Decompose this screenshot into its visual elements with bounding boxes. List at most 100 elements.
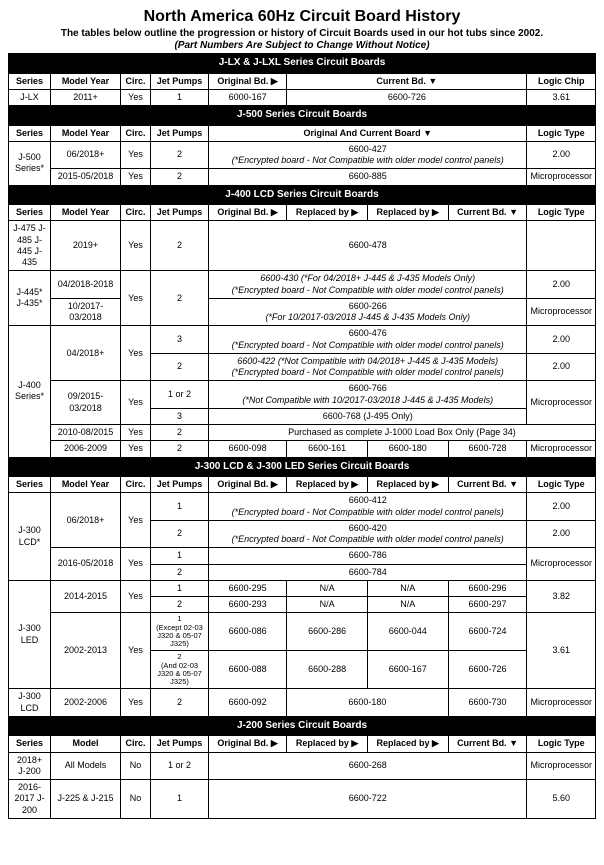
cell: Yes — [121, 271, 151, 326]
note: (*Encrypted board - Not Compatible with … — [232, 155, 504, 165]
note: (*Encrypted board - Not Compatible with … — [232, 340, 504, 350]
hdr-jet-pumps: Jet Pumps — [151, 477, 209, 493]
cell: Yes — [121, 381, 151, 425]
hdr-series: Series — [9, 477, 51, 493]
cell: 1 — [151, 580, 209, 596]
page-title: North America 60Hz Circuit Board History — [8, 8, 596, 26]
note: (*Not Compatible with 10/2017-03/2018 J-… — [242, 395, 493, 405]
cell: 2.00 — [527, 520, 596, 548]
cell: 2 (And 02-03 J320 & 05-07 J325) — [151, 651, 209, 689]
cell: 2014-2015 — [51, 580, 121, 613]
cell: 2016-05/2018 — [51, 548, 121, 581]
cell: Microprocessor — [527, 381, 596, 425]
note: (*Encrypted board - Not Compatible with … — [232, 285, 504, 295]
hdr-logic-chip: Logic Chip — [527, 73, 596, 89]
board-num: 6600-766 — [349, 383, 387, 393]
section-header-j300: J-300 LCD & J-300 LED Series Circuit Boa… — [9, 457, 596, 477]
cell: 5.60 — [527, 780, 596, 819]
cell: 2 — [151, 353, 209, 381]
hdr-replaced-by: Replaced by ▶ — [367, 477, 448, 493]
section-header-j400: J-400 LCD Series Circuit Boards — [9, 185, 596, 205]
section-header-j500: J-500 Series Circuit Boards — [9, 106, 596, 126]
cell: 6600-885 — [209, 169, 527, 185]
cell: 2 — [151, 425, 209, 441]
cell: 6600-288 — [287, 651, 368, 689]
hdr-series: Series — [9, 73, 51, 89]
cell: Microprocessor — [527, 169, 596, 185]
cell: 6000-167 — [209, 89, 287, 105]
hdr-current-bd: Current Bd. ▼ — [448, 736, 527, 752]
cell: 09/2015-03/2018 — [51, 381, 121, 425]
cell: 6600-728 — [448, 441, 527, 457]
note: (*Encrypted board - Not Compatible with … — [232, 534, 504, 544]
cell: 6600-296 — [448, 580, 527, 596]
cell: 1 — [151, 780, 209, 819]
hdr-replaced-by: Replaced by ▶ — [287, 205, 368, 221]
cell: All Models — [51, 752, 121, 780]
cell: 6600-286 — [287, 613, 368, 651]
note: (*For 10/2017-03/2018 J-445 & J-435 Mode… — [265, 312, 470, 322]
cell: J-300 LCD* — [9, 493, 51, 581]
cell: J-400 Series* — [9, 326, 51, 457]
cell: 6600-180 — [287, 689, 448, 717]
cell: 2011+ — [51, 89, 121, 105]
cell: 2018+ J-200 — [9, 752, 51, 780]
cell: 6600-268 — [209, 752, 527, 780]
cell: 6600-180 — [367, 441, 448, 457]
hdr-original-bd: Original Bd. ▶ — [209, 736, 287, 752]
cell: N/A — [367, 597, 448, 613]
hdr-original-bd: Original Bd. ▶ — [209, 477, 287, 493]
cell: Microprocessor — [527, 689, 596, 717]
cell: 1 — [151, 548, 209, 564]
cell: Microprocessor — [527, 298, 596, 326]
cell: J-LX — [9, 89, 51, 105]
cell: 2 — [151, 441, 209, 457]
cell: Yes — [121, 326, 151, 381]
cell: 6600-092 — [209, 689, 287, 717]
hdr-logic-type: Logic Type — [527, 125, 596, 141]
main-table: J-LX & J-LXL Series Circuit Boards Serie… — [8, 53, 596, 819]
hdr-jet-pumps: Jet Pumps — [151, 736, 209, 752]
cell: Yes — [121, 169, 151, 185]
hdr-original-bd: Original Bd. ▶ — [209, 73, 287, 89]
cell: Microprocessor — [527, 441, 596, 457]
cell: 2.00 — [527, 326, 596, 354]
cell: Purchased as complete J-1000 Load Box On… — [209, 425, 596, 441]
cell: 3 — [151, 326, 209, 354]
cell: 6600-412 (*Encrypted board - Not Compati… — [209, 493, 527, 521]
cell: 6600-161 — [287, 441, 368, 457]
cell: 1 — [151, 493, 209, 521]
board-num: 6600-266 — [349, 301, 387, 311]
hdr-model-year: Model Year — [51, 205, 121, 221]
cell: Microprocessor — [527, 752, 596, 780]
cell: 6600-167 — [367, 651, 448, 689]
cell: 2010-08/2015 — [51, 425, 121, 441]
cell: 2 — [151, 141, 209, 169]
cell: Yes — [121, 548, 151, 581]
board-num: 6600-476 — [349, 328, 387, 338]
cell: Yes — [121, 493, 151, 548]
cell: 2 — [151, 564, 209, 580]
hdr-circ: Circ. — [121, 736, 151, 752]
cell: 04/2018+ — [51, 326, 121, 381]
hdr-replaced-by: Replaced by ▶ — [287, 477, 368, 493]
hdr-jet-pumps: Jet Pumps — [151, 205, 209, 221]
hdr-current-bd: Current Bd. ▼ — [448, 477, 527, 493]
hdr-circ: Circ. — [121, 205, 151, 221]
cell: 2006-2009 — [51, 441, 121, 457]
section-header-j200: J-200 Series Circuit Boards — [9, 716, 596, 736]
hdr-logic-type: Logic Type — [527, 205, 596, 221]
cell: 6600-722 — [209, 780, 527, 819]
cell: 6600-293 — [209, 597, 287, 613]
board-num: 6600-420 — [349, 523, 387, 533]
cell: 3.61 — [527, 89, 596, 105]
cell: 3 — [151, 408, 209, 424]
cell: J-445* J-435* — [9, 271, 51, 326]
hdr-jet-pumps: Jet Pumps — [151, 73, 209, 89]
cell: 1 or 2 — [151, 381, 209, 409]
cell: 06/2018+ — [51, 141, 121, 169]
cell: 2.00 — [527, 493, 596, 521]
hdr-circ: Circ. — [121, 125, 151, 141]
cell: 6600-086 — [209, 613, 287, 651]
cell: Yes — [121, 689, 151, 717]
